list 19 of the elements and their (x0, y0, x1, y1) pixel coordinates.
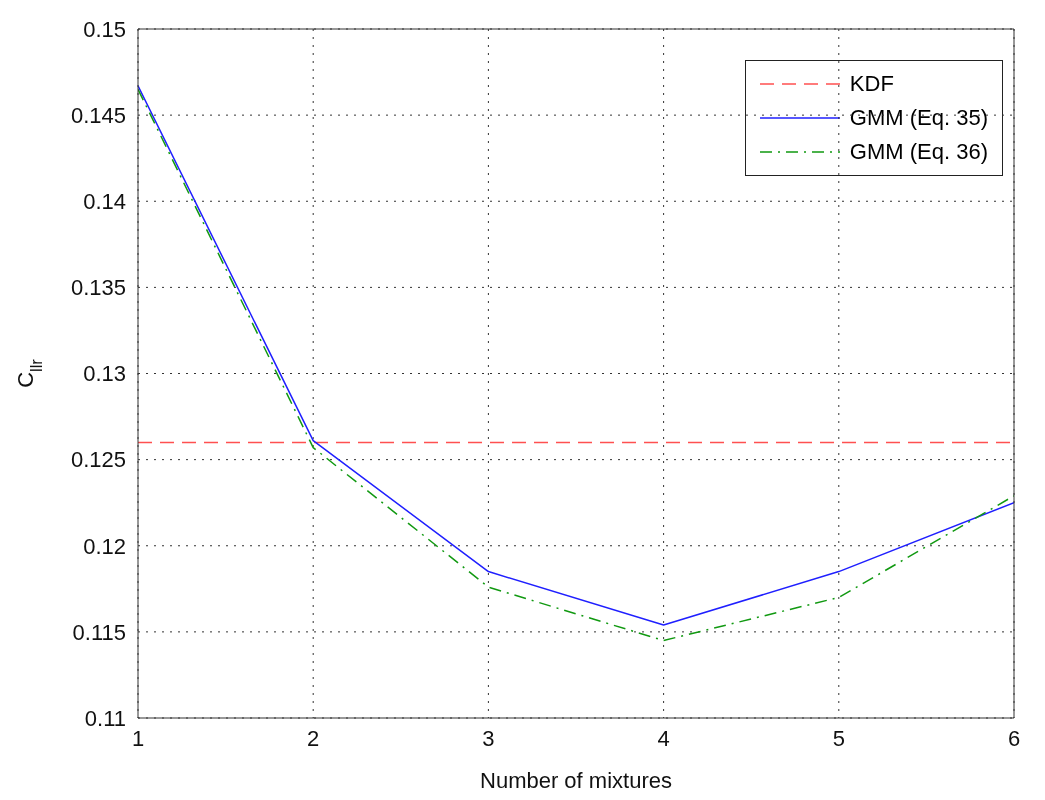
x-tick-label: 6 (1007, 725, 1021, 751)
x-tick-label: 4 (657, 725, 670, 751)
y-tick-label: 0.125 (70, 447, 126, 473)
x-tick-label: 2 (307, 725, 320, 751)
y-tick-label: 0.135 (70, 275, 126, 301)
x-axis-title: Number of mixtures (480, 768, 672, 793)
y-tick-label: 0.11 (84, 705, 126, 731)
y-tick-label: 0.145 (70, 102, 126, 128)
x-tick-label: 5 (832, 725, 845, 751)
y-tick-label: 0.14 (83, 189, 126, 215)
legend-label: KDF (849, 71, 894, 97)
y-tick-label: 0.15 (83, 16, 126, 42)
y-tick-label: 0.115 (72, 619, 126, 645)
y-tick-label: 0.12 (83, 533, 126, 559)
legend-label: GMM (Eq. 36) (849, 139, 988, 165)
x-tick-label: 1 (131, 725, 145, 751)
y-tick-label: 0.13 (83, 361, 126, 387)
x-tick-label: 3 (482, 725, 495, 751)
legend-label: GMM (Eq. 35) (849, 105, 988, 131)
